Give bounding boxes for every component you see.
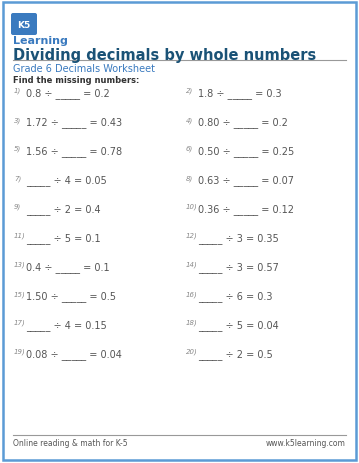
Text: _____ ÷ 5 = 0.04: _____ ÷ 5 = 0.04 xyxy=(198,319,279,330)
Text: 14): 14) xyxy=(186,262,198,268)
Text: 20): 20) xyxy=(186,348,198,355)
Text: 12): 12) xyxy=(186,232,198,239)
Text: _____ ÷ 2 = 0.5: _____ ÷ 2 = 0.5 xyxy=(198,348,273,359)
Text: 2): 2) xyxy=(186,88,193,94)
Text: 0.08 ÷ _____ = 0.04: 0.08 ÷ _____ = 0.04 xyxy=(26,348,122,359)
Text: 5): 5) xyxy=(14,146,21,152)
FancyBboxPatch shape xyxy=(11,14,37,36)
Text: 4): 4) xyxy=(186,117,193,123)
Text: 13): 13) xyxy=(14,262,26,268)
Text: 0.8 ÷ _____ = 0.2: 0.8 ÷ _____ = 0.2 xyxy=(26,88,110,99)
Text: _____ ÷ 4 = 0.15: _____ ÷ 4 = 0.15 xyxy=(26,319,107,330)
Text: _____ ÷ 3 = 0.35: _____ ÷ 3 = 0.35 xyxy=(198,232,279,244)
Text: 11): 11) xyxy=(14,232,26,239)
Text: _____ ÷ 2 = 0.4: _____ ÷ 2 = 0.4 xyxy=(26,204,101,214)
Text: 18): 18) xyxy=(186,319,198,326)
Text: 15): 15) xyxy=(14,290,26,297)
Text: _____ ÷ 5 = 0.1: _____ ÷ 5 = 0.1 xyxy=(26,232,101,244)
Text: 1.56 ÷ _____ = 0.78: 1.56 ÷ _____ = 0.78 xyxy=(26,146,122,156)
Text: Dividing decimals by whole numbers: Dividing decimals by whole numbers xyxy=(13,48,316,63)
Text: 1.50 ÷ _____ = 0.5: 1.50 ÷ _____ = 0.5 xyxy=(26,290,116,301)
Text: 17): 17) xyxy=(14,319,26,326)
Text: 0.4 ÷ _____ = 0.1: 0.4 ÷ _____ = 0.1 xyxy=(26,262,109,272)
Text: 19): 19) xyxy=(14,348,26,355)
Text: 3): 3) xyxy=(14,117,21,123)
Text: 7): 7) xyxy=(14,175,21,181)
Text: 16): 16) xyxy=(186,290,198,297)
Text: 0.80 ÷ _____ = 0.2: 0.80 ÷ _____ = 0.2 xyxy=(198,117,288,128)
Text: 0.36 ÷ _____ = 0.12: 0.36 ÷ _____ = 0.12 xyxy=(198,204,294,214)
Text: Grade 6 Decimals Worksheet: Grade 6 Decimals Worksheet xyxy=(13,64,155,74)
Text: _____ ÷ 3 = 0.57: _____ ÷ 3 = 0.57 xyxy=(198,262,279,272)
Text: _____ ÷ 6 = 0.3: _____ ÷ 6 = 0.3 xyxy=(198,290,272,301)
Text: 0.63 ÷ _____ = 0.07: 0.63 ÷ _____ = 0.07 xyxy=(198,175,294,186)
Text: 8): 8) xyxy=(186,175,193,181)
Text: 1.8 ÷ _____ = 0.3: 1.8 ÷ _____ = 0.3 xyxy=(198,88,281,99)
Text: Online reading & math for K-5: Online reading & math for K-5 xyxy=(13,438,128,447)
Text: 9): 9) xyxy=(14,204,21,210)
Text: Find the missing numbers:: Find the missing numbers: xyxy=(13,76,139,85)
Text: 1): 1) xyxy=(14,88,21,94)
Text: 6): 6) xyxy=(186,146,193,152)
Text: 10): 10) xyxy=(186,204,198,210)
Text: 1.72 ÷ _____ = 0.43: 1.72 ÷ _____ = 0.43 xyxy=(26,117,122,128)
Text: _____ ÷ 4 = 0.05: _____ ÷ 4 = 0.05 xyxy=(26,175,107,186)
Text: K5: K5 xyxy=(17,20,31,30)
Text: 0.50 ÷ _____ = 0.25: 0.50 ÷ _____ = 0.25 xyxy=(198,146,294,156)
Text: Learning: Learning xyxy=(13,36,68,46)
Text: www.k5learning.com: www.k5learning.com xyxy=(266,438,346,447)
